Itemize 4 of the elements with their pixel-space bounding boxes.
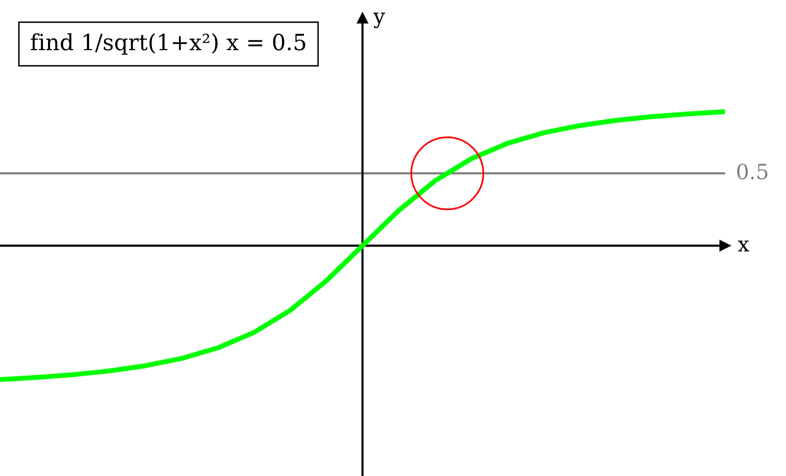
y-axis-title: y: [373, 12, 386, 28]
chart-title: find 1/sqrt(1+x²) x = 0.5: [30, 33, 306, 55]
x-axis-title: x: [738, 240, 750, 252]
ref-line-label: 0.5: [737, 164, 768, 180]
